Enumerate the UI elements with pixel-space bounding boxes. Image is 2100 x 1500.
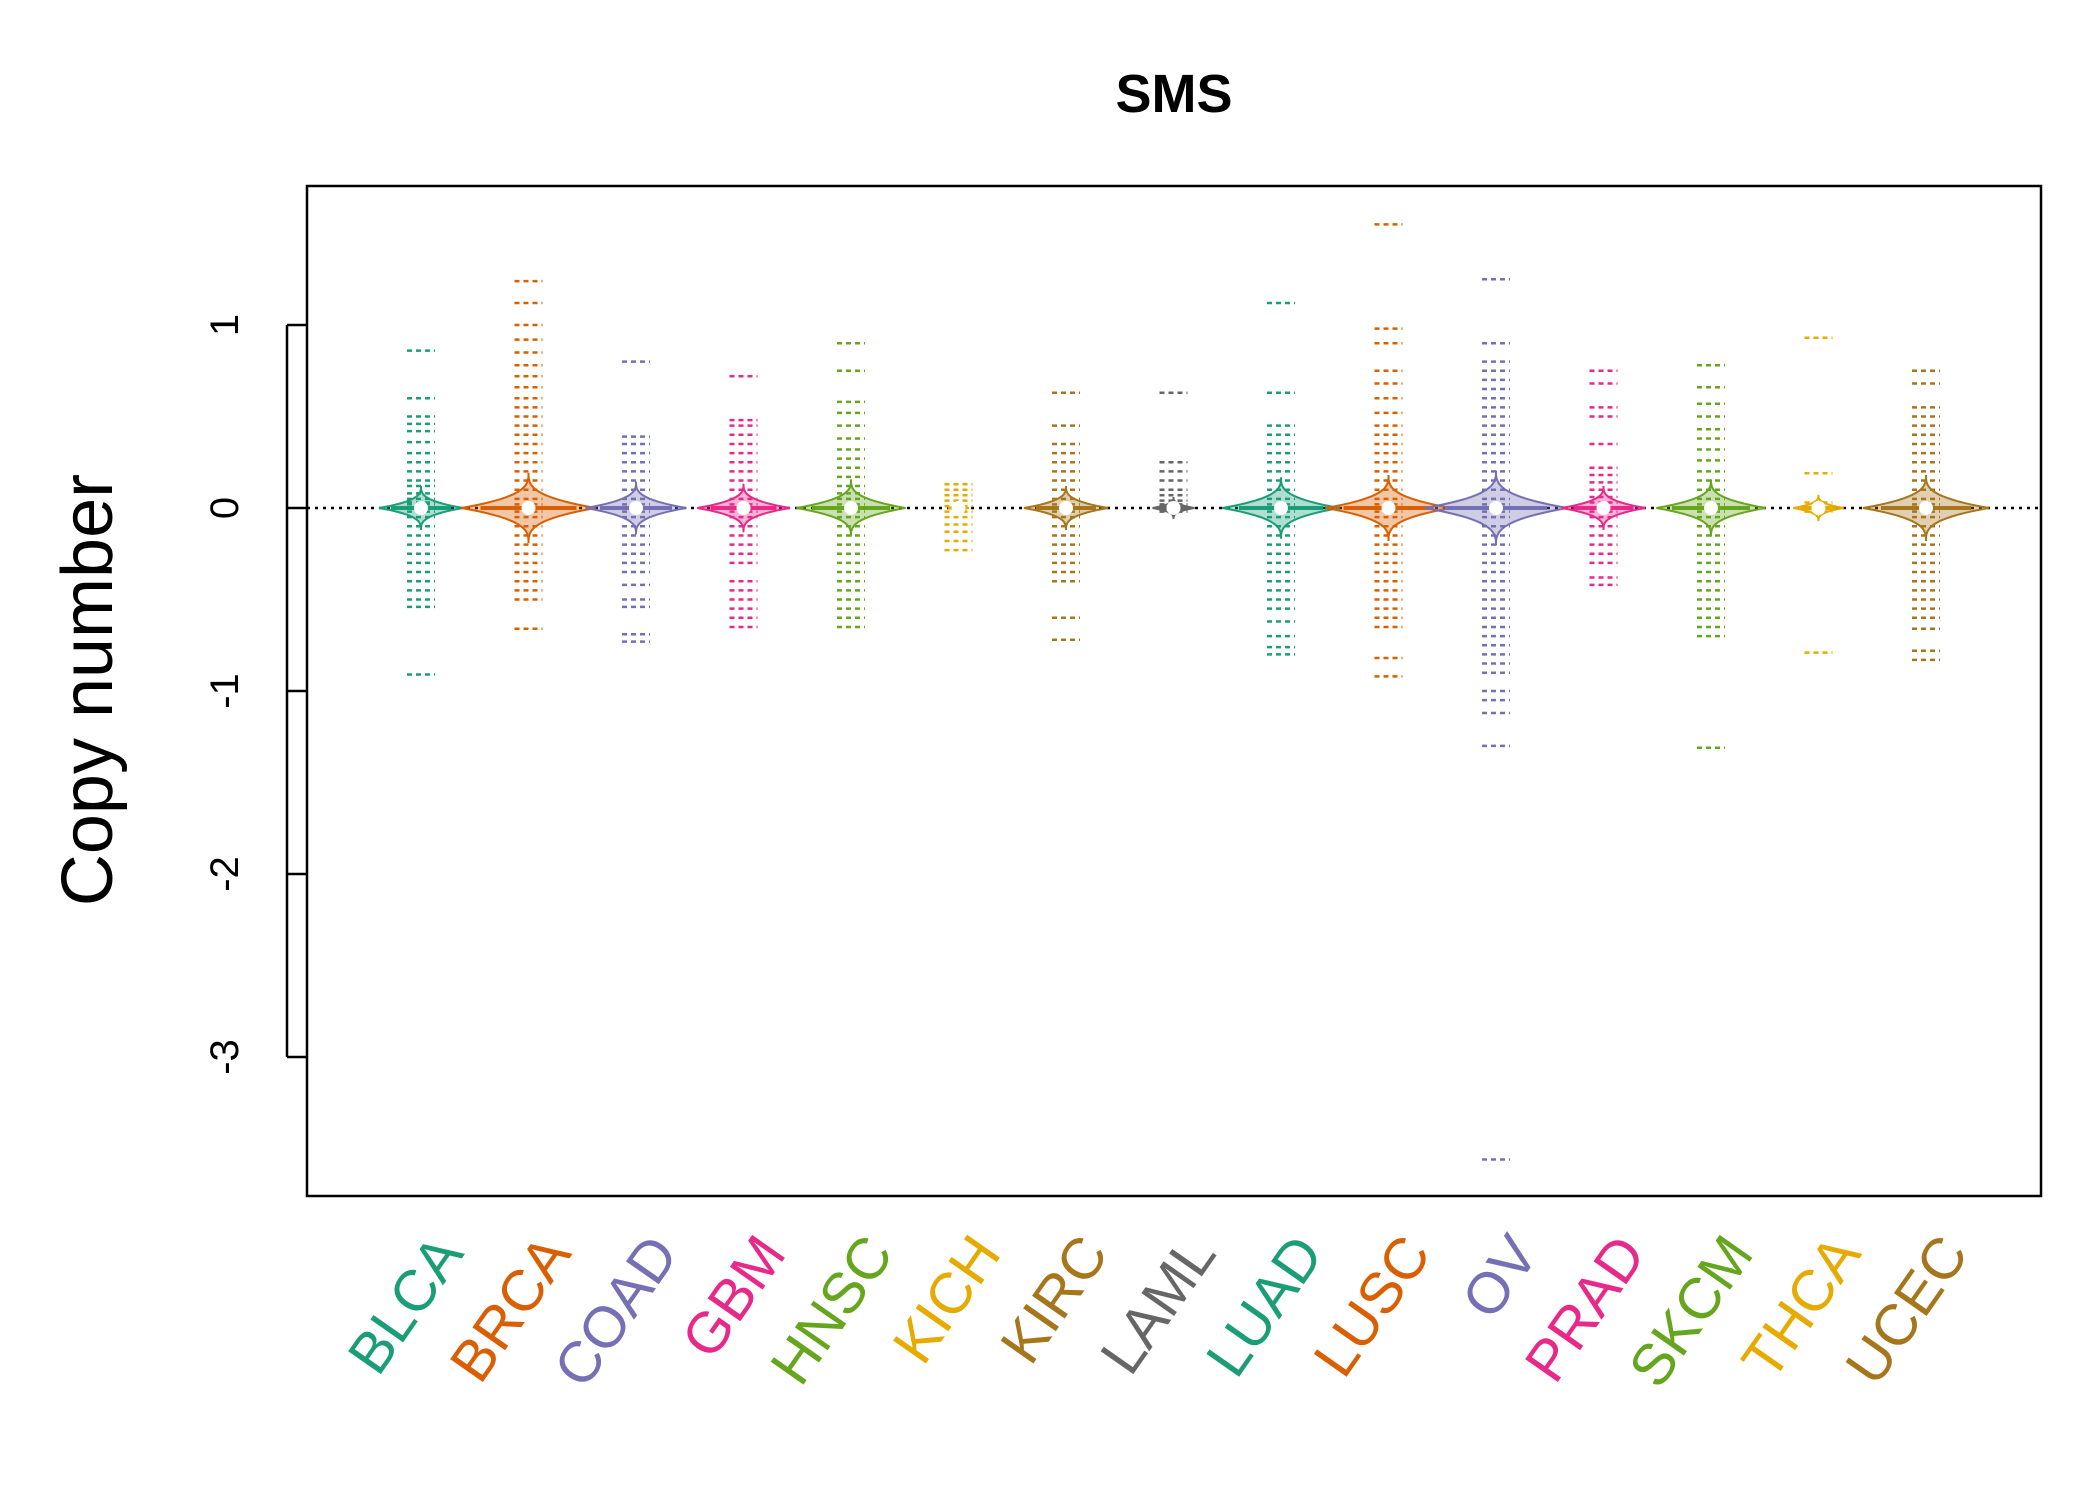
y-tick-label: -2 [203,856,247,892]
chart-title: SMS [1115,64,1232,124]
x-category-label: LUAD [1194,1224,1336,1388]
bean-center [844,501,858,515]
bean-thca [1793,336,1844,654]
bean-prad [1561,369,1646,587]
bean-center [1489,501,1503,515]
bean-center [1811,501,1826,515]
y-tick-label: 0 [203,497,247,519]
bean-kich [944,482,973,552]
bean-center [1381,501,1396,515]
bean-center [951,501,966,515]
y-tick-label: -3 [203,1039,247,1075]
bean-center [1919,501,1933,515]
x-category-label: KICH [880,1224,1013,1375]
x-category-label: LUSC [1301,1224,1443,1388]
bean-skcm [1656,364,1766,749]
bean-center [1166,501,1181,515]
bean-blca [378,349,464,676]
bean-ucec [1862,369,1990,662]
bean-center [521,501,536,515]
x-category-label: OV [1449,1224,1550,1330]
bean-center [1704,501,1718,515]
bean-luad [1222,301,1340,656]
plot-layer [307,223,2041,1161]
bean-gbm [697,374,790,629]
bean-coad [585,360,687,643]
bean-center [629,501,643,515]
bean-brca [461,279,596,631]
bean-center [1596,501,1611,515]
y-tick-label: 1 [203,314,247,336]
bean-kirc [1023,391,1109,642]
bean-lusc [1325,223,1452,678]
plot-frame [305,184,2043,1198]
y-axis-label: Copy number [48,474,128,906]
y-tick-label: -1 [203,673,247,709]
bean-laml [1152,391,1195,520]
bean-ov [1424,278,1568,1161]
bean-center [736,501,751,515]
bean-center [1274,501,1288,515]
bean-center [414,501,428,515]
bean-hnsc [796,342,906,629]
bean-center [1059,501,1073,515]
